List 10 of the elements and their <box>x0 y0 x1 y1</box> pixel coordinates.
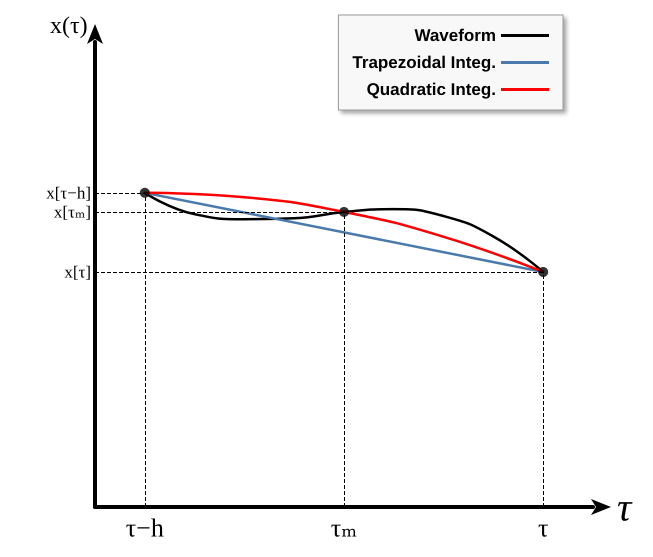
legend-label: Quadratic Integ. <box>366 80 496 99</box>
x-tick-label: τₘ <box>330 514 358 542</box>
legend-label: Trapezoidal Integ. <box>352 53 496 72</box>
x-tick-label: τ <box>538 514 548 542</box>
x-tick-label: τ−h <box>126 514 164 542</box>
text: x(τ) <box>50 13 88 39</box>
ref-line-label: x[τ−h] <box>46 183 91 202</box>
ref-line-label: x[τₘ] <box>54 202 91 222</box>
legend-label: Waveform <box>414 26 496 45</box>
ref-line-label: x[τ] <box>64 262 91 282</box>
